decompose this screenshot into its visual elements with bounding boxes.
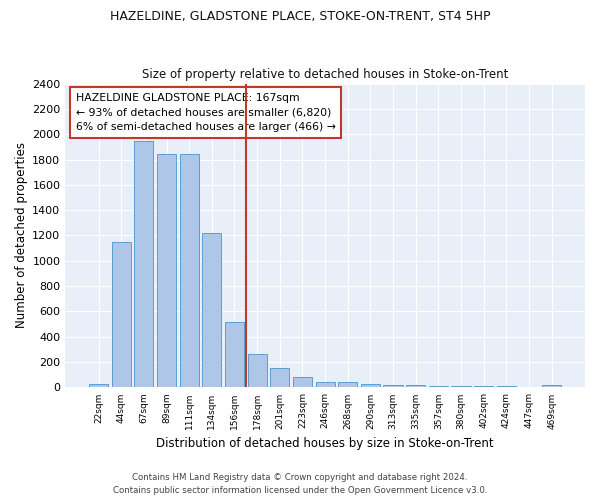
Bar [338,382,358,388]
Bar [112,242,131,388]
X-axis label: Distribution of detached houses by size in Stoke-on-Trent: Distribution of detached houses by size … [157,437,494,450]
Text: Contains HM Land Registry data © Crown copyright and database right 2024.
Contai: Contains HM Land Registry data © Crown c… [113,474,487,495]
Bar [316,382,335,388]
Bar [134,140,154,388]
Bar [383,385,403,388]
Bar [179,154,199,388]
Bar [474,386,493,388]
Bar [225,322,244,388]
Text: HAZELDINE GLADSTONE PLACE: 167sqm
← 93% of detached houses are smaller (6,820)
6: HAZELDINE GLADSTONE PLACE: 167sqm ← 93% … [76,92,335,132]
Title: Size of property relative to detached houses in Stoke-on-Trent: Size of property relative to detached ho… [142,68,508,81]
Text: HAZELDINE, GLADSTONE PLACE, STOKE-ON-TRENT, ST4 5HP: HAZELDINE, GLADSTONE PLACE, STOKE-ON-TRE… [110,10,490,23]
Bar [248,354,267,388]
Bar [202,233,221,388]
Bar [451,386,471,388]
Bar [497,386,516,388]
Bar [293,376,312,388]
Bar [429,386,448,388]
Y-axis label: Number of detached properties: Number of detached properties [15,142,28,328]
Bar [542,385,562,388]
Bar [520,387,539,388]
Bar [406,385,425,388]
Bar [361,384,380,388]
Bar [270,368,289,388]
Bar [89,384,108,388]
Bar [157,154,176,388]
